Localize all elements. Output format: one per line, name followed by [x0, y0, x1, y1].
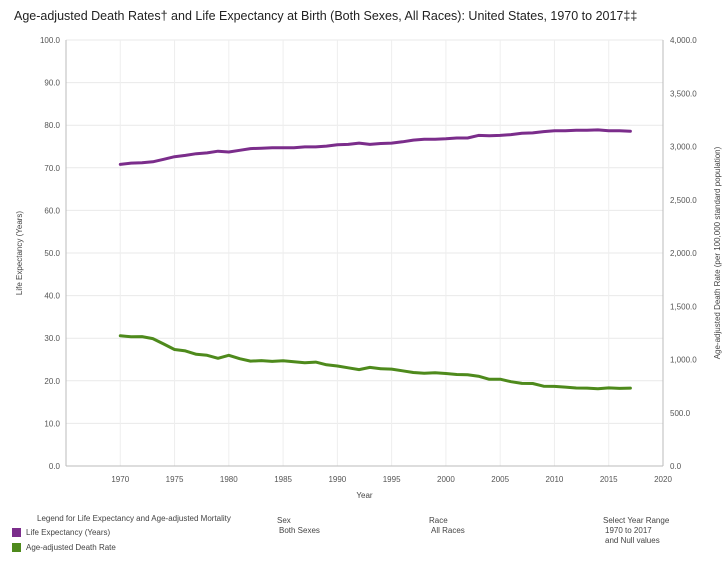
- y-axis-title-left: Life Expectancy (Years): [15, 211, 24, 296]
- y-axis-title-right: Age-adjusted Death Rate (per 100,000 sta…: [713, 146, 722, 359]
- y-tick-label-left: 100.0: [40, 36, 61, 45]
- life-expectancy-line: [118, 128, 632, 166]
- filter-race-label: Race: [429, 516, 448, 525]
- filter-year-null: and Null values: [605, 536, 660, 545]
- y-tick-label-left: 90.0: [44, 79, 60, 88]
- filter-race: Race All Races: [429, 516, 465, 536]
- y-tick-label-right: 3,000.0: [670, 143, 697, 152]
- y-tick-label-left: 50.0: [44, 249, 60, 258]
- y-tick-label-right: 2,500.0: [670, 196, 697, 205]
- x-tick-label: 1975: [166, 475, 184, 484]
- legend-swatch-life-expectancy: [12, 528, 21, 537]
- y-tick-label-right: 1,000.0: [670, 356, 697, 365]
- y-tick-label-right: 1,500.0: [670, 302, 697, 311]
- y-tick-label-left: 30.0: [44, 334, 60, 343]
- y-tick-label-left: 60.0: [44, 206, 60, 215]
- x-tick-label: 2000: [437, 475, 455, 484]
- filter-year-value: 1970 to 2017: [605, 526, 652, 535]
- y-tick-label-left: 10.0: [44, 419, 60, 428]
- y-tick-label-right: 500.0: [670, 409, 691, 418]
- x-tick-label: 2020: [654, 475, 672, 484]
- y-tick-label-right: 0.0: [670, 462, 682, 471]
- x-tick-label: 2015: [600, 475, 618, 484]
- filter-sex-value: Both Sexes: [279, 526, 320, 535]
- filter-year-range: Select Year Range 1970 to 2017 and Null …: [603, 516, 669, 546]
- y-tick-label-right: 4,000.0: [670, 36, 697, 45]
- x-axis-title: Year: [356, 491, 373, 500]
- death-rate-line: [118, 334, 632, 391]
- x-tick-label: 2010: [546, 475, 564, 484]
- filter-sex: Sex Both Sexes: [277, 516, 320, 536]
- y-tick-label-right: 3,500.0: [670, 89, 697, 98]
- x-tick-label: 1990: [328, 475, 346, 484]
- y-tick-label-right: 2,000.0: [670, 249, 697, 258]
- x-tick-label: 1995: [383, 475, 401, 484]
- filter-year-label: Select Year Range: [603, 516, 670, 525]
- y-tick-label-left: 40.0: [44, 292, 60, 301]
- y-tick-label-left: 70.0: [44, 164, 60, 173]
- legend-item-life-expectancy[interactable]: Life Expectancy (Years): [12, 528, 110, 537]
- x-tick-label: 1980: [220, 475, 238, 484]
- filter-race-value: All Races: [431, 526, 465, 535]
- legend-item-death-rate[interactable]: Age-adjusted Death Rate: [12, 543, 116, 552]
- y-tick-label-left: 20.0: [44, 377, 60, 386]
- x-tick-label: 1970: [111, 475, 129, 484]
- legend-heading: Legend for Life Expectancy and Age-adjus…: [37, 514, 231, 523]
- x-tick-label: 1985: [274, 475, 292, 484]
- filter-sex-label: Sex: [277, 516, 291, 525]
- chart-title: Age-adjusted Death Rates† and Life Expec…: [14, 9, 638, 23]
- legend-swatch-death-rate: [12, 543, 21, 552]
- legend-label-life-expectancy: Life Expectancy (Years): [26, 528, 111, 537]
- y-tick-label-left: 80.0: [44, 121, 60, 130]
- y-tick-label-left: 0.0: [49, 462, 61, 471]
- x-tick-label: 2005: [491, 475, 509, 484]
- legend-label-death-rate: Age-adjusted Death Rate: [26, 543, 116, 552]
